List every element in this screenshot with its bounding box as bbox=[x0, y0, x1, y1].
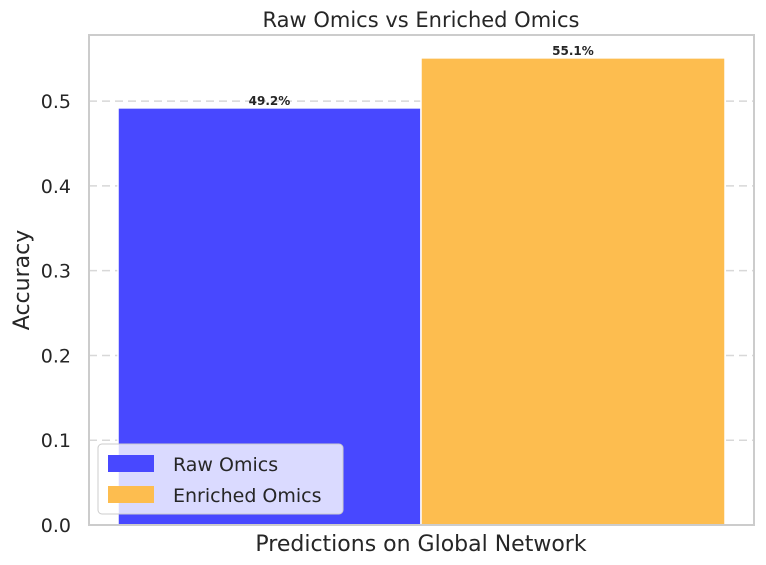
y-tick-label: 0.3 bbox=[41, 261, 71, 283]
legend-swatch-raw-omics bbox=[108, 455, 154, 472]
y-tick-labels: 0.0 0.1 0.2 0.3 0.4 0.5 bbox=[41, 91, 71, 537]
chart-title: Raw Omics vs Enriched Omics bbox=[262, 8, 579, 32]
data-label-raw-omics: 49.2% bbox=[249, 94, 291, 108]
y-tick-label: 0.5 bbox=[41, 91, 71, 113]
y-tick-label: 0.2 bbox=[41, 345, 71, 367]
legend-box bbox=[97, 443, 344, 515]
x-axis-label: Predictions on Global Network bbox=[255, 532, 586, 557]
plot-frame bbox=[88, 34, 755, 526]
legend-swatch-enriched-omics bbox=[108, 486, 154, 503]
y-tick-label: 0.0 bbox=[41, 515, 71, 537]
bars bbox=[117, 57, 726, 526]
bar-enriched-omics bbox=[420, 57, 726, 526]
legend: Raw Omics Enriched Omics bbox=[97, 443, 344, 515]
y-tick-label: 0.1 bbox=[41, 430, 71, 452]
legend-label-enriched-omics: Enriched Omics bbox=[173, 485, 322, 507]
data-label-enriched-omics: 55.1% bbox=[552, 44, 594, 58]
data-labels: 49.2% 55.1% bbox=[249, 44, 594, 108]
legend-label-raw-omics: Raw Omics bbox=[173, 454, 278, 476]
y-tick-label: 0.4 bbox=[41, 176, 71, 198]
y-axis-label: Accuracy bbox=[10, 230, 35, 330]
